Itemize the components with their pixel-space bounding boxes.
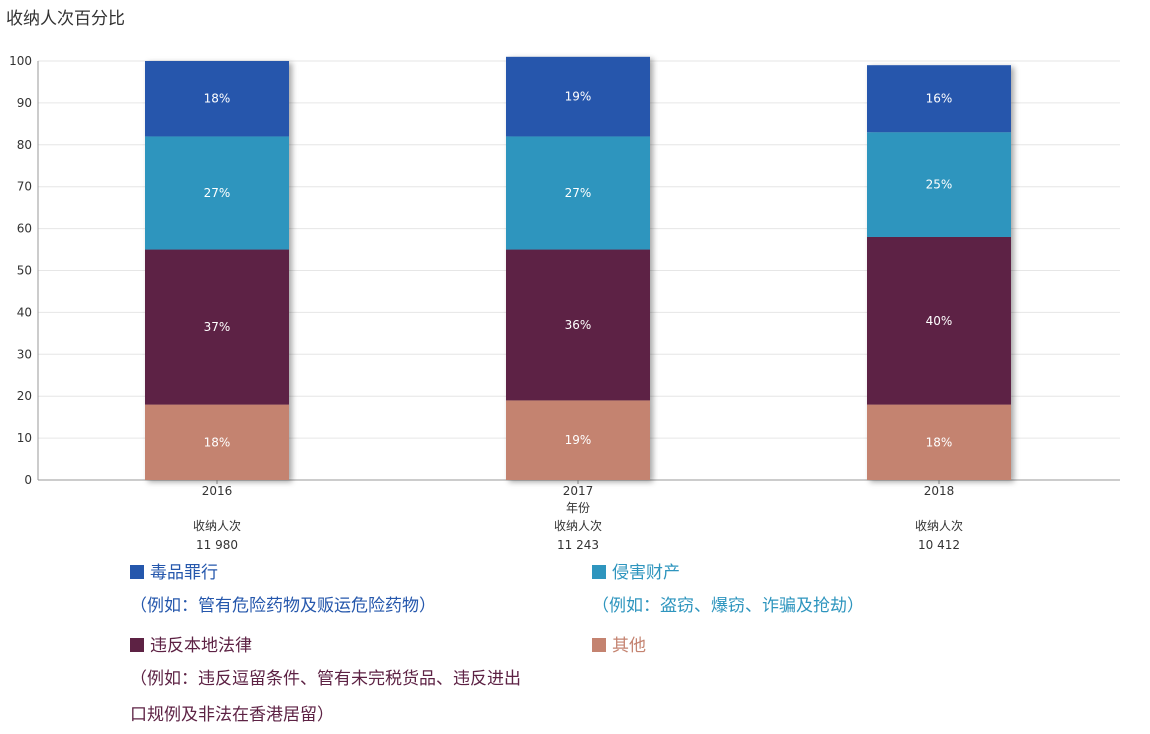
y-tick-label-0: 0 <box>24 473 32 487</box>
data-label-2016-3: 18% <box>204 92 231 106</box>
y-tick-label-50: 50 <box>17 264 32 278</box>
bar-stack-2017 <box>506 56 650 480</box>
legend-note-drug-offences: （例如：管有危险药物及贩运危险药物） <box>130 596 436 616</box>
data-label-2016-2: 27% <box>204 186 231 200</box>
x-tick-label-2017: 2017 <box>563 484 594 498</box>
bar-stack-2018 <box>867 65 1011 480</box>
y-tick-label-80: 80 <box>17 138 32 152</box>
chart-title: 收纳人次百分比 <box>6 9 125 29</box>
category-count-2017: 11 243 <box>557 538 599 552</box>
legend-note-property-offences: （例如：盗窃、爆窃、诈骗及抢劫） <box>592 596 864 616</box>
category-count-2018: 10 412 <box>918 538 960 552</box>
y-tick-label-70: 70 <box>17 180 32 194</box>
data-label-2017-2: 27% <box>565 186 592 200</box>
legend-item-other: 其他 <box>592 631 646 656</box>
bar-segment-2017-2 <box>506 136 650 250</box>
legend-note-local-law-line2: 口规例及非法在香港居留） <box>130 705 334 725</box>
legend-item-drug-offences: 毒品罪行 <box>130 558 218 583</box>
bar-segment-2018-2 <box>867 132 1011 237</box>
legend-swatch-local-law-offences <box>130 638 144 652</box>
legend-label-other: 其他 <box>612 636 646 656</box>
x-axis-title: 年份 <box>566 501 590 515</box>
data-label-2016-0: 18% <box>204 435 231 449</box>
legend-swatch-other <box>592 638 606 652</box>
data-label-2018-0: 18% <box>926 435 953 449</box>
category-sublabel-2016: 收纳人次 <box>193 519 241 533</box>
data-label-2018-2: 25% <box>926 178 953 192</box>
bar-segment-2017-0 <box>506 400 650 480</box>
y-tick-label-100: 100 <box>9 54 32 68</box>
data-label-2017-1: 36% <box>565 318 592 332</box>
data-label-2017-0: 19% <box>565 433 592 447</box>
bar-segment-2017-3 <box>506 56 650 137</box>
bar-segment-2017-1 <box>506 249 650 401</box>
legend-label-drug-offences: 毒品罪行 <box>150 563 218 583</box>
y-tick-label-90: 90 <box>17 96 32 110</box>
bar-segment-2016-1 <box>145 249 289 405</box>
y-tick-label-30: 30 <box>17 347 32 361</box>
y-tick-label-10: 10 <box>17 431 32 445</box>
legend-item-local-law-offences: 违反本地法律 <box>130 631 252 656</box>
legend-item-property-offences: 侵害财产 <box>592 558 680 583</box>
data-label-2017-3: 19% <box>565 90 592 104</box>
bar-segment-2018-3 <box>867 65 1011 133</box>
x-tick-label-2018: 2018 <box>924 484 955 498</box>
category-sublabel-2017: 收纳人次 <box>554 519 602 533</box>
bar-segment-2018-1 <box>867 236 1011 405</box>
bar-stack-2016 <box>145 61 289 480</box>
bar-segment-2018-0 <box>867 404 1011 480</box>
y-tick-label-40: 40 <box>17 305 32 319</box>
y-tick-label-20: 20 <box>17 389 32 403</box>
bar-segment-2016-2 <box>145 136 289 250</box>
legend-swatch-property-offences <box>592 565 606 579</box>
bar-segment-2016-0 <box>145 404 289 480</box>
legend-swatch-drug-offences <box>130 565 144 579</box>
data-label-2018-1: 40% <box>926 314 953 328</box>
category-count-2016: 11 980 <box>196 538 238 552</box>
bar-segment-2016-3 <box>145 61 289 137</box>
stacked-bar-chart: 0 10 20 30 40 50 60 70 80 90 100 2016 收纳人次 11 980 2017… <box>9 54 1120 552</box>
legend-note-local-law-line1: （例如：违反逗留条件、管有未完税货品、违反进出 <box>130 669 521 689</box>
data-label-2016-1: 37% <box>204 320 231 334</box>
legend-label-property-offences: 侵害财产 <box>612 563 680 583</box>
legend-label-local-law-offences: 违反本地法律 <box>150 636 252 656</box>
x-tick-label-2016: 2016 <box>202 484 233 498</box>
data-label-2018-3: 16% <box>926 92 953 106</box>
y-tick-label-60: 60 <box>17 222 32 236</box>
category-sublabel-2018: 收纳人次 <box>915 519 963 533</box>
